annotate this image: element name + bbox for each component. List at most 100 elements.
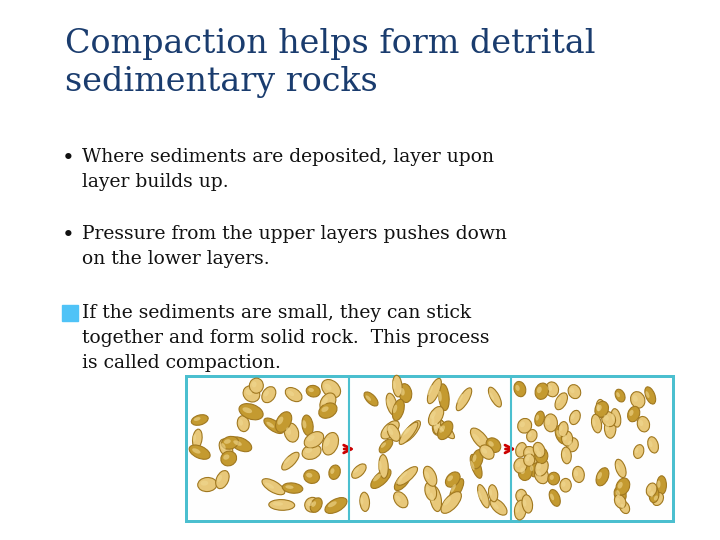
Ellipse shape <box>285 388 302 402</box>
Ellipse shape <box>526 450 531 457</box>
Ellipse shape <box>273 502 283 506</box>
Ellipse shape <box>535 446 539 452</box>
Ellipse shape <box>558 422 568 437</box>
Ellipse shape <box>305 448 312 453</box>
Ellipse shape <box>572 467 585 482</box>
Ellipse shape <box>192 429 202 449</box>
Ellipse shape <box>523 500 526 507</box>
Ellipse shape <box>528 432 532 437</box>
Text: •: • <box>62 225 75 245</box>
Ellipse shape <box>438 391 442 401</box>
Ellipse shape <box>366 395 371 401</box>
Ellipse shape <box>631 392 645 408</box>
Ellipse shape <box>322 380 341 398</box>
Ellipse shape <box>395 472 410 490</box>
Ellipse shape <box>570 388 575 393</box>
Ellipse shape <box>535 411 544 426</box>
Ellipse shape <box>305 497 320 512</box>
Ellipse shape <box>477 491 482 500</box>
Ellipse shape <box>546 418 550 425</box>
Ellipse shape <box>596 468 609 486</box>
Ellipse shape <box>482 448 487 454</box>
Ellipse shape <box>596 400 606 418</box>
Ellipse shape <box>629 410 634 416</box>
Ellipse shape <box>217 475 222 482</box>
Ellipse shape <box>530 465 534 471</box>
Text: Compaction helps form detrital: Compaction helps form detrital <box>65 28 595 60</box>
Ellipse shape <box>650 491 654 497</box>
Ellipse shape <box>223 454 230 460</box>
Ellipse shape <box>269 500 294 510</box>
Ellipse shape <box>282 452 299 470</box>
Ellipse shape <box>628 407 640 422</box>
Ellipse shape <box>557 430 561 437</box>
Ellipse shape <box>562 451 566 458</box>
Ellipse shape <box>566 438 578 452</box>
Ellipse shape <box>536 470 541 477</box>
Ellipse shape <box>386 393 397 415</box>
Ellipse shape <box>616 478 630 495</box>
Ellipse shape <box>262 387 276 403</box>
Bar <box>62 305 78 321</box>
Ellipse shape <box>284 457 290 464</box>
Ellipse shape <box>284 423 299 442</box>
Ellipse shape <box>239 403 263 420</box>
Ellipse shape <box>428 385 433 395</box>
Ellipse shape <box>486 438 500 453</box>
Bar <box>510 378 672 520</box>
Ellipse shape <box>192 415 208 426</box>
Ellipse shape <box>198 477 217 491</box>
Ellipse shape <box>439 426 445 433</box>
Ellipse shape <box>304 470 320 483</box>
Ellipse shape <box>570 410 580 424</box>
Ellipse shape <box>555 426 568 444</box>
Ellipse shape <box>611 413 615 421</box>
Text: Pressure from the upper layers pushes down
on the lower layers.: Pressure from the upper layers pushes do… <box>82 225 507 268</box>
Ellipse shape <box>371 469 391 489</box>
Ellipse shape <box>592 414 602 433</box>
Ellipse shape <box>515 500 526 520</box>
Ellipse shape <box>387 424 400 441</box>
Ellipse shape <box>219 439 233 457</box>
Ellipse shape <box>230 437 252 451</box>
Ellipse shape <box>189 445 210 460</box>
Ellipse shape <box>523 454 535 466</box>
Ellipse shape <box>603 415 609 421</box>
Ellipse shape <box>616 490 620 496</box>
Ellipse shape <box>516 461 521 467</box>
Ellipse shape <box>397 467 418 485</box>
Ellipse shape <box>392 399 405 421</box>
Ellipse shape <box>562 431 572 446</box>
Ellipse shape <box>310 498 322 512</box>
Ellipse shape <box>635 448 639 453</box>
Ellipse shape <box>323 433 338 455</box>
Ellipse shape <box>381 442 386 448</box>
Ellipse shape <box>302 420 307 428</box>
Ellipse shape <box>388 428 393 435</box>
Ellipse shape <box>265 483 274 489</box>
Ellipse shape <box>544 414 557 432</box>
Ellipse shape <box>602 411 616 427</box>
Ellipse shape <box>425 471 429 479</box>
Ellipse shape <box>621 504 624 509</box>
Ellipse shape <box>194 417 200 421</box>
Ellipse shape <box>645 387 656 404</box>
Ellipse shape <box>373 474 381 481</box>
Ellipse shape <box>457 394 463 403</box>
Bar <box>349 378 510 520</box>
Ellipse shape <box>262 478 285 495</box>
Ellipse shape <box>470 454 482 478</box>
Ellipse shape <box>450 478 464 500</box>
Ellipse shape <box>383 425 390 432</box>
Ellipse shape <box>433 419 444 435</box>
Ellipse shape <box>329 465 341 480</box>
Text: •: • <box>62 148 75 168</box>
Ellipse shape <box>451 484 456 492</box>
Ellipse shape <box>615 460 626 478</box>
Ellipse shape <box>546 382 559 397</box>
Ellipse shape <box>305 431 324 448</box>
Ellipse shape <box>381 421 399 439</box>
Ellipse shape <box>360 497 364 505</box>
Ellipse shape <box>535 383 549 400</box>
Ellipse shape <box>563 434 567 441</box>
